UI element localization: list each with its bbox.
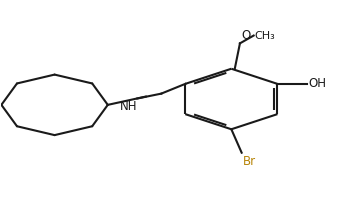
Text: Br: Br <box>243 155 256 168</box>
Text: O: O <box>242 29 251 42</box>
Text: NH: NH <box>120 100 137 113</box>
Text: CH₃: CH₃ <box>255 30 275 41</box>
Text: OH: OH <box>308 77 326 90</box>
